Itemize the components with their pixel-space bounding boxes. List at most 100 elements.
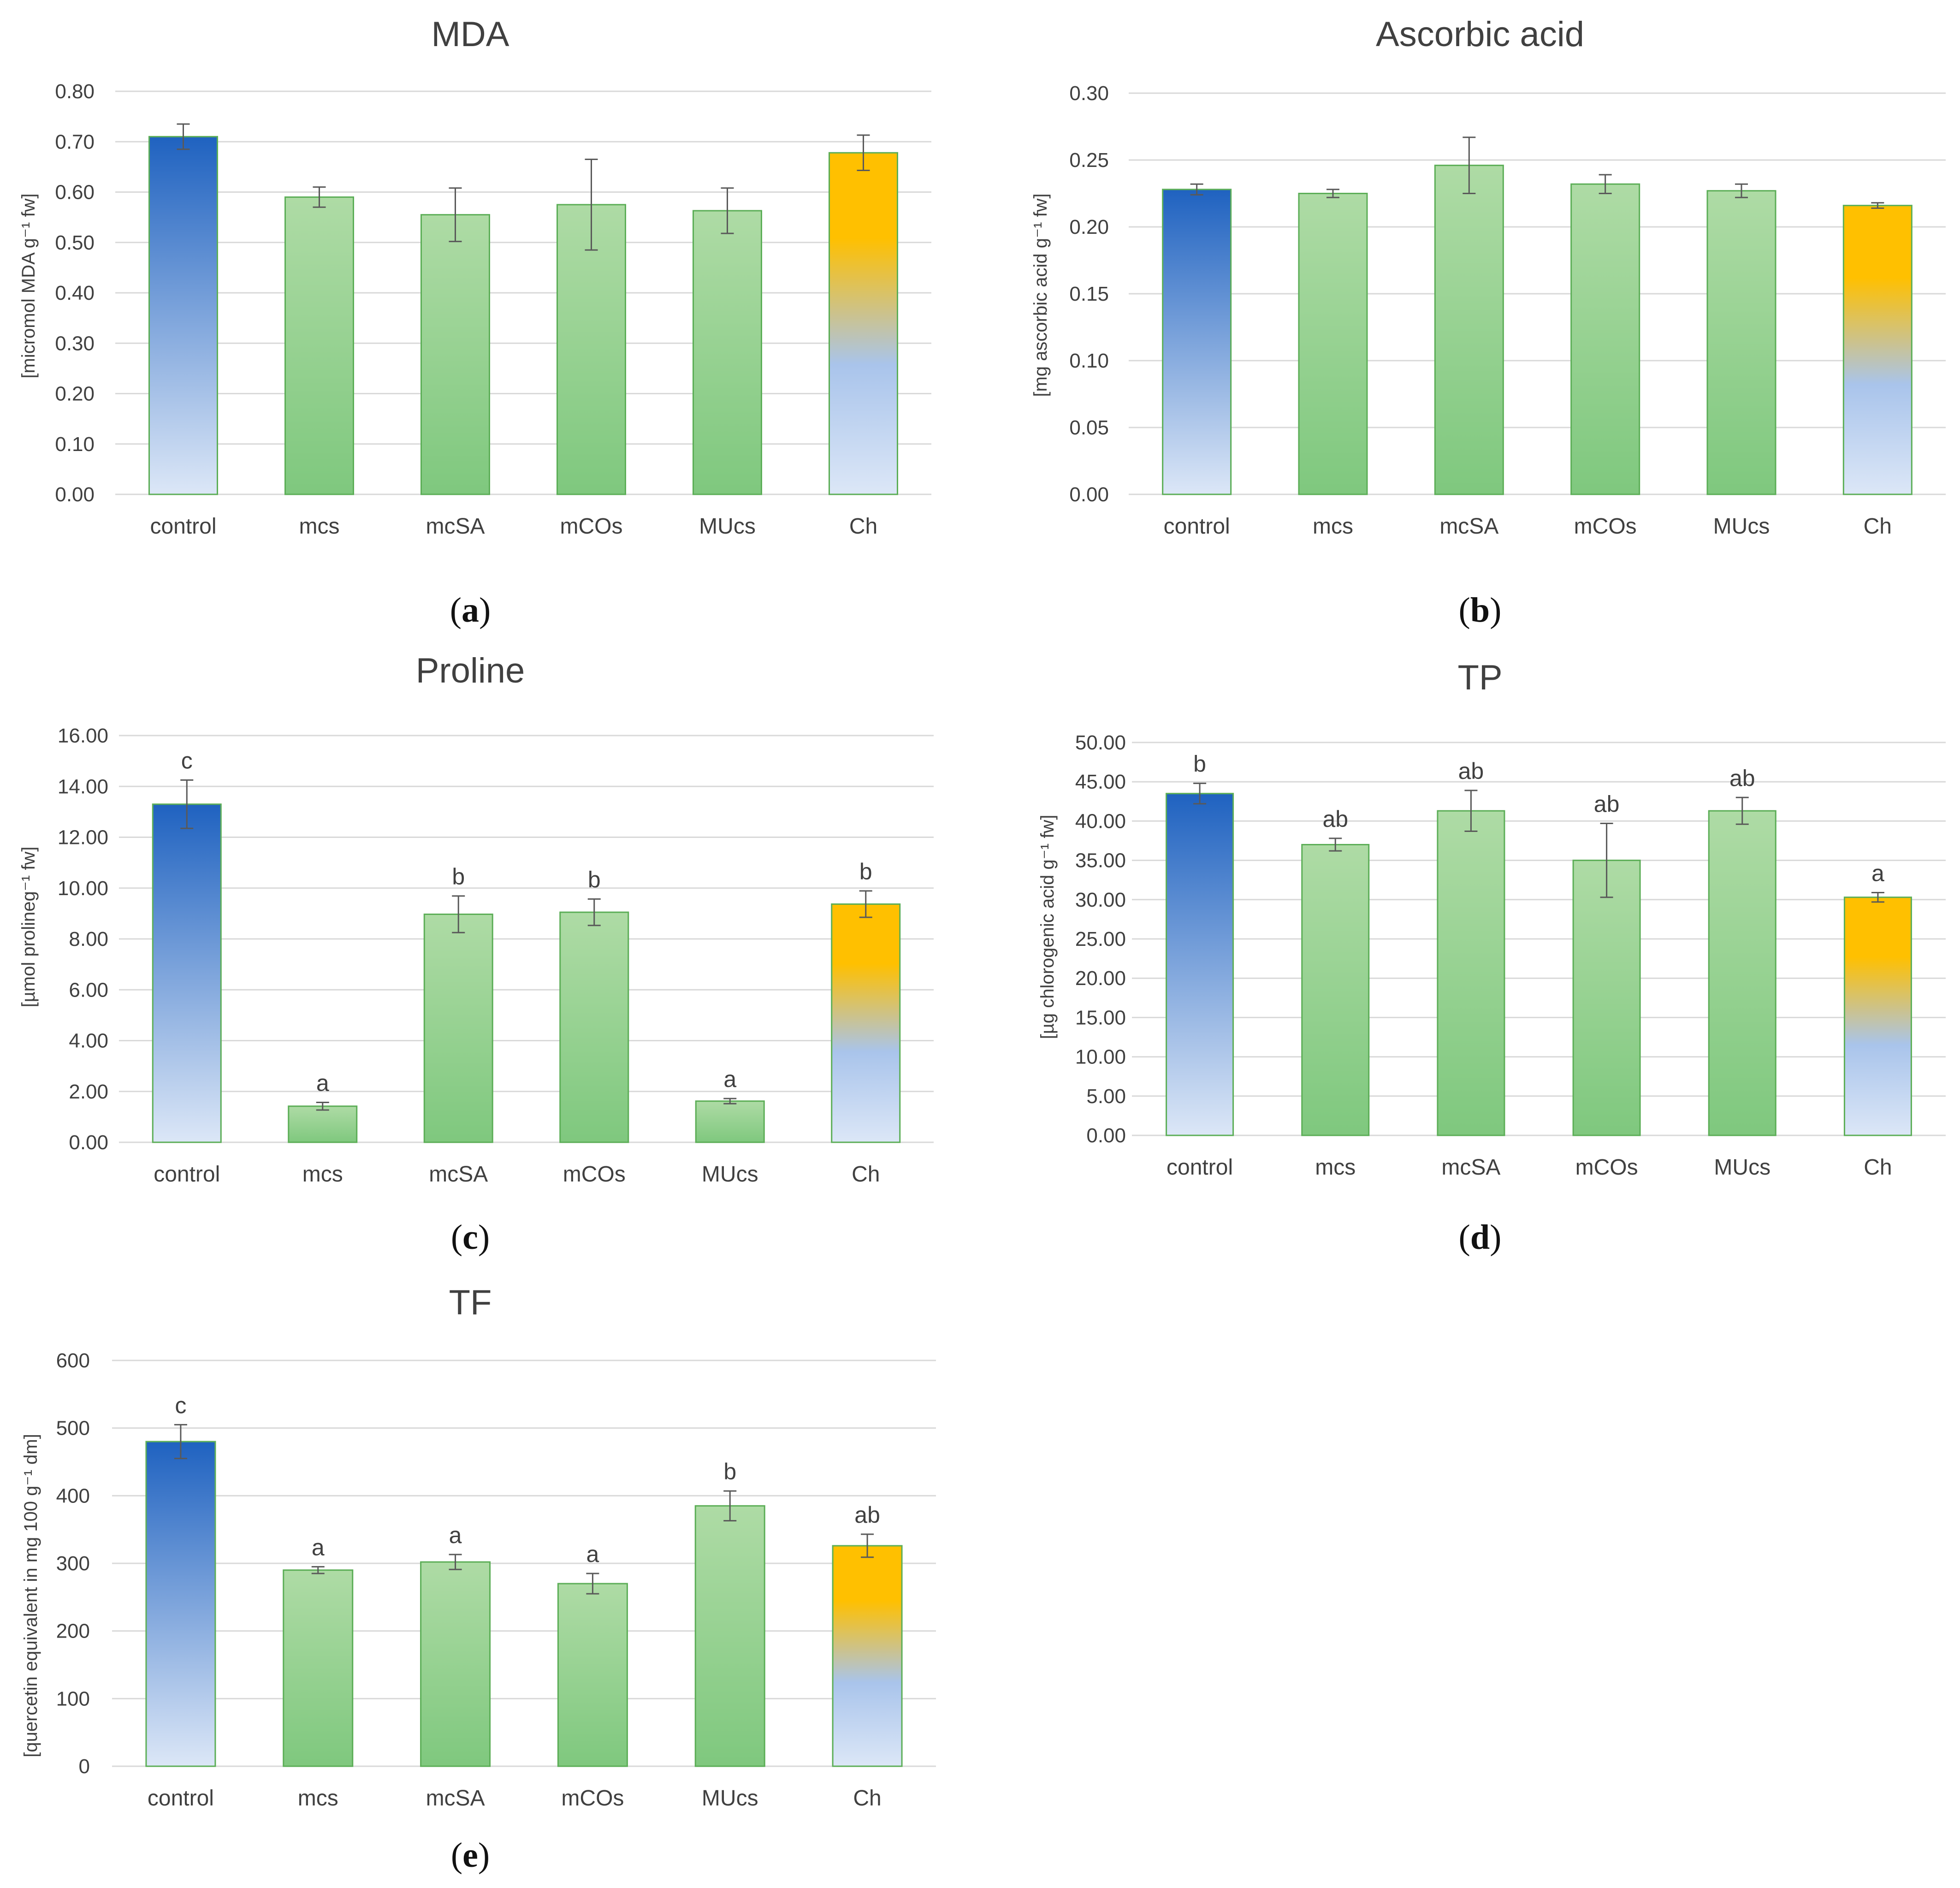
- significance-letter: ab: [1322, 806, 1348, 832]
- bar-mcs: [1298, 193, 1368, 495]
- error-bar-mcs: [1329, 837, 1342, 852]
- x-tick-labels: control mcs mcSA mCOs MUcs Ch: [150, 514, 877, 539]
- error-bar-mCOs: [586, 1573, 599, 1595]
- error-bar-control: [1190, 183, 1203, 196]
- y-axis-label: [mg ascorbic acid g⁻¹ fw]: [1030, 193, 1051, 397]
- bar-control: [1162, 189, 1232, 495]
- y-ticks: 0.00 0.10 0.20 0.30 0.40 0.50 0.60 0.70 0.80: [55, 80, 95, 506]
- significance-letter: ab: [854, 1502, 880, 1528]
- significance-letter: ab: [1729, 765, 1755, 791]
- chart-c: Proline [µmol prolineg⁻¹ fw] 0.00 2.00 4.0…: [18, 651, 934, 1187]
- chart-e: TF [quercetin equivalent in mg 100 g⁻¹ d…: [21, 1283, 936, 1811]
- bar-mcs: [284, 196, 354, 495]
- chart-title: MDA: [432, 15, 509, 54]
- y-tick-label: 0.00: [1069, 483, 1109, 506]
- error-bar-MUcs: [1735, 183, 1748, 198]
- error-bars: [180, 779, 872, 1111]
- y-tick-label: 8.00: [69, 928, 108, 950]
- y-axis-label: [micromol MDA g⁻¹ fw]: [18, 193, 39, 378]
- y-tick-label: 40.00: [1075, 810, 1126, 832]
- caption-b: (b): [1458, 591, 1502, 629]
- x-tick-label: mCOs: [1574, 514, 1637, 539]
- error-bar-mcs: [313, 186, 326, 208]
- error-bar-Ch: [861, 1533, 874, 1558]
- x-tick-label: mcs: [302, 1162, 343, 1187]
- caption-d: (d): [1458, 1218, 1502, 1257]
- error-bar-Ch: [857, 134, 870, 172]
- x-tick-label: mcSA: [1439, 514, 1498, 539]
- significance-letter: ab: [1594, 791, 1620, 817]
- y-tick-label: 0.00: [69, 1131, 108, 1154]
- caption-letter: b: [1470, 591, 1490, 629]
- significance-letter: b: [859, 859, 872, 885]
- x-tick-labels: control mcs mcSA mCOs MUcs Ch: [148, 1786, 882, 1811]
- caption-letter: a: [462, 591, 479, 629]
- y-tick-label: 300: [56, 1552, 90, 1575]
- x-tick-labels: control mcs mcSA mCOs MUcs Ch: [1167, 1155, 1892, 1180]
- chart-title: TF: [449, 1283, 492, 1322]
- y-tick-label: 0.10: [55, 433, 95, 456]
- bar-MUcs: [695, 1100, 765, 1143]
- error-bar-mcSA: [449, 1554, 462, 1570]
- error-bar-MUcs: [1735, 796, 1749, 825]
- error-bar-control: [177, 123, 190, 150]
- error-bar-Ch: [1871, 891, 1884, 903]
- x-tick-label: MUcs: [1713, 514, 1770, 539]
- x-tick-label: mcs: [1315, 1155, 1356, 1180]
- x-tick-label: MUcs: [702, 1786, 758, 1811]
- x-tick-label: mCOs: [1575, 1155, 1638, 1180]
- bar-control: [1166, 793, 1234, 1136]
- x-tick-label: mcs: [298, 1786, 338, 1811]
- significance-letter: a: [316, 1070, 329, 1096]
- x-tick-label: Ch: [852, 1162, 880, 1187]
- error-bar-MUcs: [723, 1490, 737, 1522]
- x-tick-label: Ch: [1864, 514, 1892, 539]
- bar-control: [148, 136, 218, 495]
- error-bar-mcSA: [452, 895, 465, 933]
- x-tick-label: mcSA: [429, 1162, 488, 1187]
- error-bar-control: [174, 1424, 187, 1460]
- y-tick-label: 0.20: [55, 383, 95, 405]
- gridlines: [1132, 742, 1946, 1136]
- y-tick-label: 100: [56, 1687, 90, 1710]
- y-tick-label: 400: [56, 1484, 90, 1507]
- y-tick-label: 20.00: [1075, 967, 1126, 990]
- x-tick-label: Ch: [853, 1786, 881, 1811]
- error-bars: [1190, 137, 1884, 209]
- y-tick-label: 25.00: [1075, 928, 1126, 950]
- bar-mcs: [288, 1105, 358, 1143]
- bars: [1166, 793, 1912, 1136]
- bars: [1162, 165, 1913, 495]
- y-ticks: 0.00 0.05 0.10 0.15 0.20 0.25 0.30: [1069, 82, 1109, 506]
- y-tick-label: 0.60: [55, 181, 95, 204]
- gridlines: [112, 1360, 936, 1767]
- caption-a: (a): [450, 591, 491, 629]
- y-tick-label: 45.00: [1075, 771, 1126, 793]
- error-bar-mCOs: [585, 158, 598, 251]
- significance-letter: a: [312, 1534, 325, 1560]
- bar-Ch: [1842, 205, 1913, 495]
- chart-title: Ascorbic acid: [1376, 15, 1584, 54]
- x-tick-label: mCOs: [560, 514, 623, 539]
- y-tick-label: 500: [56, 1417, 90, 1440]
- error-bar-Ch: [1871, 202, 1884, 209]
- bar-mcSA: [1434, 165, 1504, 495]
- y-tick-label: 0.00: [1086, 1124, 1126, 1147]
- y-tick-label: 0.80: [55, 80, 95, 103]
- x-tick-label: control: [154, 1162, 220, 1187]
- caption-e: (e): [450, 1836, 490, 1875]
- chart-b: Ascorbic acid [mg ascorbic acid g⁻¹ fw] …: [1030, 15, 1946, 539]
- y-tick-label: 10.00: [58, 877, 108, 900]
- error-bars: [177, 123, 870, 251]
- y-axis-label: [µg chlorogenic acid g⁻¹ fw]: [1037, 815, 1058, 1039]
- significance-letter: c: [181, 748, 193, 773]
- bar-MUcs: [1708, 810, 1776, 1136]
- y-tick-label: 0.05: [1069, 416, 1109, 439]
- error-bar-mcSA: [449, 187, 462, 243]
- significance-letter: a: [586, 1541, 599, 1567]
- y-tick-label: 30.00: [1075, 889, 1126, 911]
- y-ticks: 0 100 200 300 400 500 600: [56, 1349, 90, 1778]
- y-tick-label: 14.00: [58, 775, 108, 798]
- error-bar-mCOs: [1600, 823, 1613, 898]
